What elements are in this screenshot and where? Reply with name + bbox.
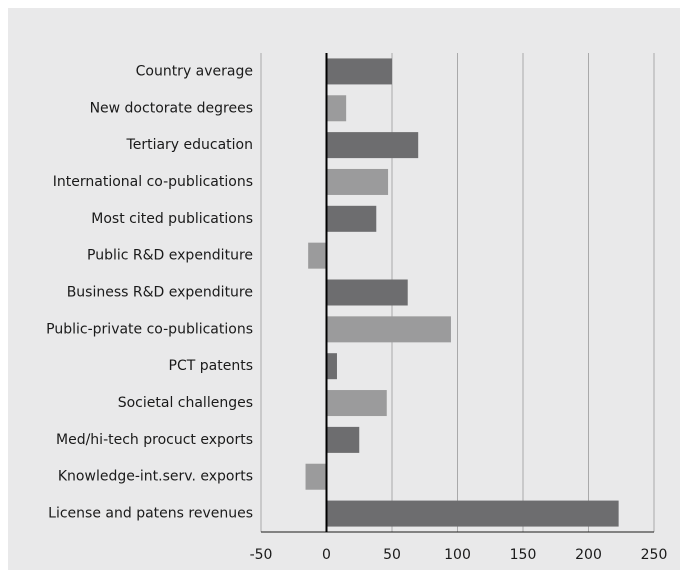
bar xyxy=(305,463,327,490)
y-tick-label: Knowledge-int.serv. exports xyxy=(58,469,253,485)
x-tick-label: 200 xyxy=(575,547,602,563)
bar xyxy=(326,95,347,122)
y-tick-label: Tertiary education xyxy=(126,137,253,153)
x-tick-label: -50 xyxy=(250,547,273,563)
x-tick-label: 150 xyxy=(510,547,537,563)
y-tick-label: Public R&D expenditure xyxy=(87,248,253,264)
y-tick-label: Most cited publications xyxy=(91,211,253,227)
bar xyxy=(326,279,408,306)
y-tick-label: Societal challenges xyxy=(118,395,253,411)
y-tick-label: New doctorate degrees xyxy=(90,100,253,116)
bar xyxy=(326,168,389,195)
y-tick-label: PCT patents xyxy=(169,358,253,374)
bar xyxy=(326,426,360,453)
bar xyxy=(326,500,619,527)
bar xyxy=(326,353,337,380)
y-tick-label: Med/hi-tech procuct exports xyxy=(56,432,253,448)
x-tick-label: 0 xyxy=(322,547,331,563)
y-tick-label: International co-publications xyxy=(53,174,253,190)
bar xyxy=(326,58,392,85)
bar xyxy=(326,390,387,417)
y-tick-label: Public-private co-publications xyxy=(46,321,253,337)
bar xyxy=(308,242,327,269)
x-tick-label: 50 xyxy=(383,547,401,563)
y-tick-label: Business R&D expenditure xyxy=(67,285,253,301)
y-tick-label: License and patens revenues xyxy=(48,506,253,522)
x-tick-label: 100 xyxy=(444,547,471,563)
y-tick-label: Country average xyxy=(136,63,253,79)
x-tick-label: 250 xyxy=(641,547,668,563)
bar xyxy=(326,205,377,232)
bar xyxy=(326,316,451,343)
bar xyxy=(326,132,419,159)
